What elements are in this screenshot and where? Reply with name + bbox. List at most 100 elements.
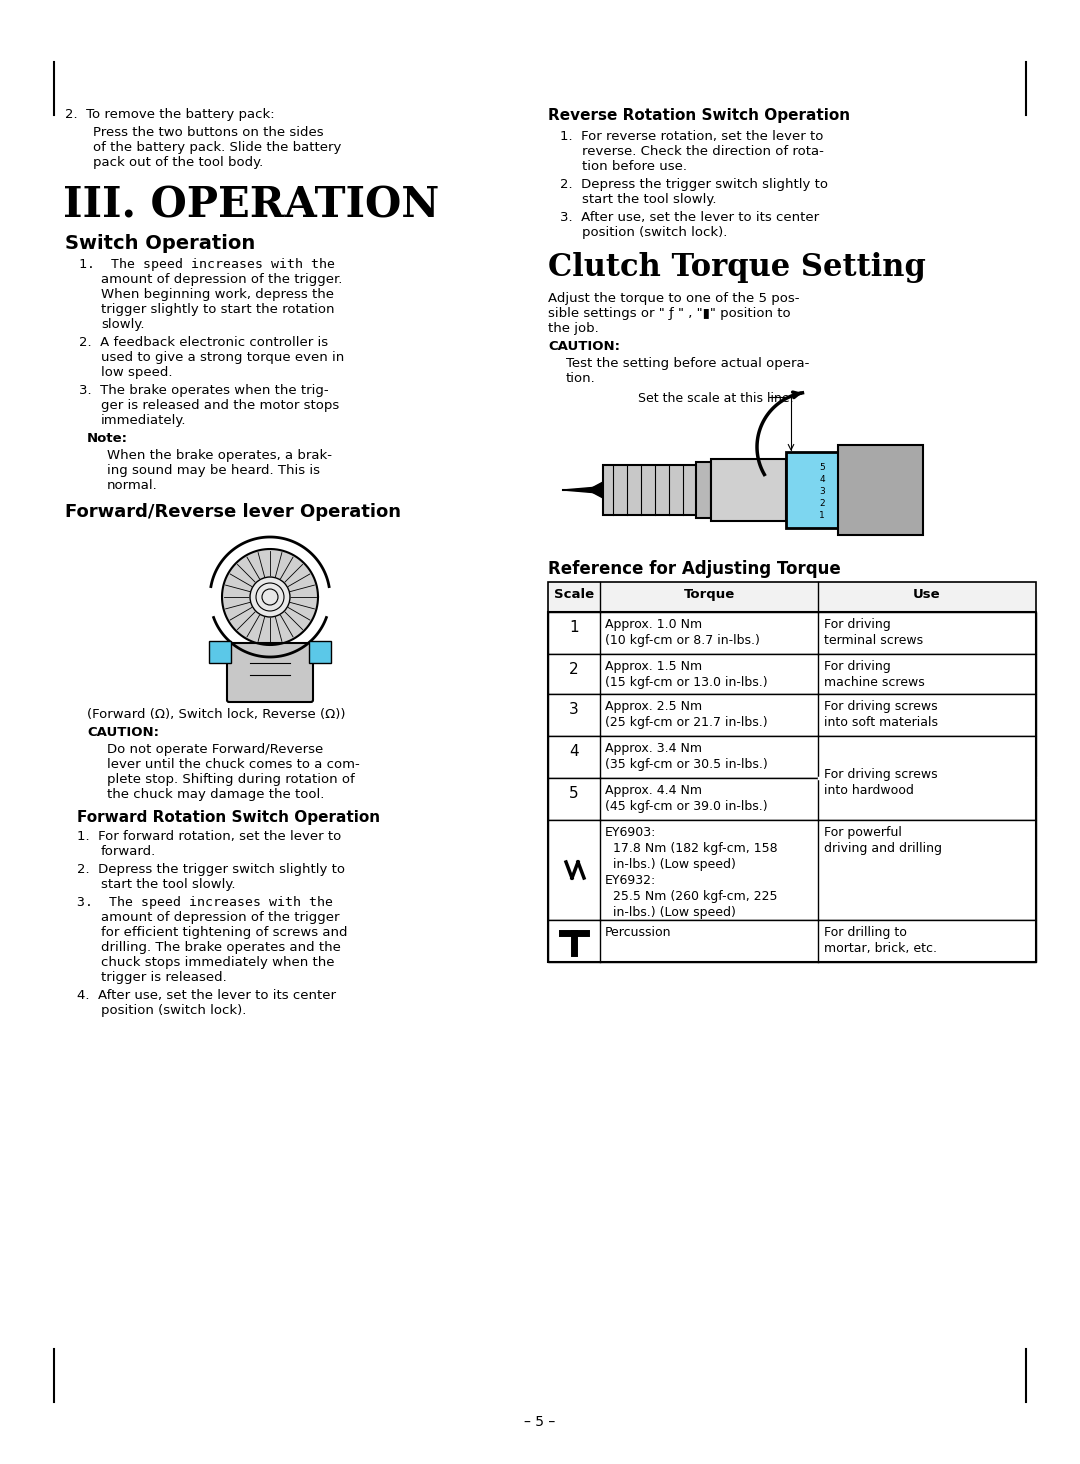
Text: Reverse Rotation Switch Operation: Reverse Rotation Switch Operation [548,108,850,123]
Text: Approx. 2.5 Nm
(25 kgf-cm or 21.7 in-lbs.): Approx. 2.5 Nm (25 kgf-cm or 21.7 in-lbs… [605,700,768,729]
Text: pack out of the tool body.: pack out of the tool body. [93,157,264,168]
Text: CAUTION:: CAUTION: [87,726,159,739]
Text: For powerful
driving and drilling: For powerful driving and drilling [824,826,942,855]
Text: position (switch lock).: position (switch lock). [102,1004,246,1017]
Text: Percussion: Percussion [605,927,672,938]
Text: 2: 2 [820,499,825,508]
Text: the chuck may damage the tool.: the chuck may damage the tool. [107,788,324,801]
Bar [548,736,1036,777]
Text: For driving
machine screws: For driving machine screws [824,660,924,690]
Text: lever until the chuck comes to a com-: lever until the chuck comes to a com- [107,758,360,772]
Text: – 5 –: – 5 – [525,1416,555,1429]
Text: Scale: Scale [554,589,594,602]
Text: Forward/Reverse lever Operation: Forward/Reverse lever Operation [65,504,401,521]
Text: Press the two buttons on the sides: Press the two buttons on the sides [93,126,324,139]
Bar [548,820,1036,919]
Text: When the brake operates, a brak-: When the brake operates, a brak- [107,449,332,463]
Text: ing sound may be heard. This is: ing sound may be heard. This is [107,464,320,477]
Text: Approx. 1.5 Nm
(15 kgf-cm or 13.0 in-lbs.): Approx. 1.5 Nm (15 kgf-cm or 13.0 in-lbs… [605,660,768,690]
Text: slowly.: slowly. [102,318,145,331]
Text: position (switch lock).: position (switch lock). [582,225,727,239]
Circle shape [222,550,318,644]
Text: Approx. 4.4 Nm
(45 kgf-cm or 39.0 in-lbs.): Approx. 4.4 Nm (45 kgf-cm or 39.0 in-lbs… [605,785,768,813]
Text: 1.  For forward rotation, set the lever to: 1. For forward rotation, set the lever t… [77,830,341,843]
Bar [548,777,1036,820]
Text: 3.  The speed increases with the: 3. The speed increases with the [77,896,333,909]
Text: Approx. 1.0 Nm
(10 kgf-cm or 8.7 in-lbs.): Approx. 1.0 Nm (10 kgf-cm or 8.7 in-lbs.… [605,618,760,647]
Text: chuck stops immediately when the: chuck stops immediately when the [102,956,335,969]
Text: (Forward (Ω), Switch lock, Reverse (Ω)): (Forward (Ω), Switch lock, Reverse (Ω)) [87,709,346,720]
Bar [548,612,1036,962]
Text: amount of depression of the trigger: amount of depression of the trigger [102,911,339,924]
Text: 3.  The brake operates when the trig-: 3. The brake operates when the trig- [79,384,328,397]
Text: 4.  After use, set the lever to its center: 4. After use, set the lever to its cente… [77,990,336,1001]
Bar [548,583,1036,612]
Text: CAUTION:: CAUTION: [548,340,620,353]
Text: 3.  After use, set the lever to its center: 3. After use, set the lever to its cente… [561,211,819,224]
Text: 3: 3 [569,703,579,717]
Text: forward.: forward. [102,845,157,858]
Text: Switch Operation: Switch Operation [65,234,255,253]
Text: 1: 1 [569,621,579,635]
Text: immediately.: immediately. [102,414,187,427]
Text: trigger is released.: trigger is released. [102,971,227,984]
Text: start the tool slowly.: start the tool slowly. [102,878,235,892]
Text: Reference for Adjusting Torque: Reference for Adjusting Torque [548,561,840,578]
Text: Do not operate Forward/Reverse: Do not operate Forward/Reverse [107,744,323,755]
Bar [696,463,711,518]
Text: 2.  Depress the trigger switch slightly to: 2. Depress the trigger switch slightly t… [77,862,345,875]
Text: Approx. 3.4 Nm
(35 kgf-cm or 30.5 in-lbs.): Approx. 3.4 Nm (35 kgf-cm or 30.5 in-lbs… [605,742,768,772]
Text: normal.: normal. [107,479,158,492]
Bar [711,460,786,521]
Text: 4: 4 [820,476,825,485]
Text: used to give a strong torque even in: used to give a strong torque even in [102,351,345,365]
Text: 2.  To remove the battery pack:: 2. To remove the battery pack: [65,108,274,122]
Text: Use: Use [914,589,941,602]
Text: Note:: Note: [87,432,129,445]
Text: reverse. Check the direction of rota-: reverse. Check the direction of rota- [582,145,824,158]
Text: drilling. The brake operates and the: drilling. The brake operates and the [102,941,341,955]
FancyBboxPatch shape [227,643,313,703]
Text: For driving screws
into hardwood: For driving screws into hardwood [824,769,937,796]
Text: trigger slightly to start the rotation: trigger slightly to start the rotation [102,303,335,316]
Text: 1.  For reverse rotation, set the lever to: 1. For reverse rotation, set the lever t… [561,130,823,143]
Text: 1: 1 [819,511,825,521]
Text: Clutch Torque Setting: Clutch Torque Setting [548,252,926,283]
Text: tion before use.: tion before use. [582,160,687,173]
Text: amount of depression of the trigger.: amount of depression of the trigger. [102,272,342,285]
Bar [548,612,1036,654]
Text: Set the scale at this line.: Set the scale at this line. [638,392,794,406]
Bar [309,641,330,663]
Text: 1.  The speed increases with the: 1. The speed increases with the [79,258,335,271]
Text: Torque: Torque [684,589,734,602]
Bar [548,694,1036,736]
Text: ger is released and the motor stops: ger is released and the motor stops [102,400,339,411]
Text: For driving screws
into soft materials: For driving screws into soft materials [824,700,939,729]
Bar [548,654,1036,694]
Text: Adjust the torque to one of the 5 pos-: Adjust the torque to one of the 5 pos- [548,291,799,305]
Bar [548,919,1036,962]
Text: of the battery pack. Slide the battery: of the battery pack. Slide the battery [93,141,341,154]
Text: 5: 5 [819,464,825,473]
Text: the job.: the job. [548,322,598,335]
Text: 2.  Depress the trigger switch slightly to: 2. Depress the trigger switch slightly t… [561,179,828,190]
Text: low speed.: low speed. [102,366,173,379]
Bar [838,445,923,534]
Bar [603,466,701,515]
Bar [786,452,838,529]
Text: For driving
terminal screws: For driving terminal screws [824,618,923,647]
Text: 2: 2 [569,662,579,676]
Text: 2.  A feedback electronic controller is: 2. A feedback electronic controller is [79,337,328,348]
Text: tion.: tion. [566,372,596,385]
Bar [210,641,231,663]
Polygon shape [588,482,603,498]
Text: sible settings or " ƒ " , "▮" position to: sible settings or " ƒ " , "▮" position t… [548,307,791,321]
Text: 4: 4 [569,745,579,760]
Text: 5: 5 [569,786,579,801]
Text: plete stop. Shifting during rotation of: plete stop. Shifting during rotation of [107,773,354,786]
Text: III. OPERATION: III. OPERATION [63,184,440,225]
Circle shape [249,577,291,616]
Text: Test the setting before actual opera-: Test the setting before actual opera- [566,357,809,370]
Text: EY6903:
  17.8 Nm (182 kgf-cm, 158
  in-lbs.) (Low speed)
EY6932:
  25.5 Nm (260: EY6903: 17.8 Nm (182 kgf-cm, 158 in-lbs.… [605,826,778,919]
Text: When beginning work, depress the: When beginning work, depress the [102,288,334,302]
